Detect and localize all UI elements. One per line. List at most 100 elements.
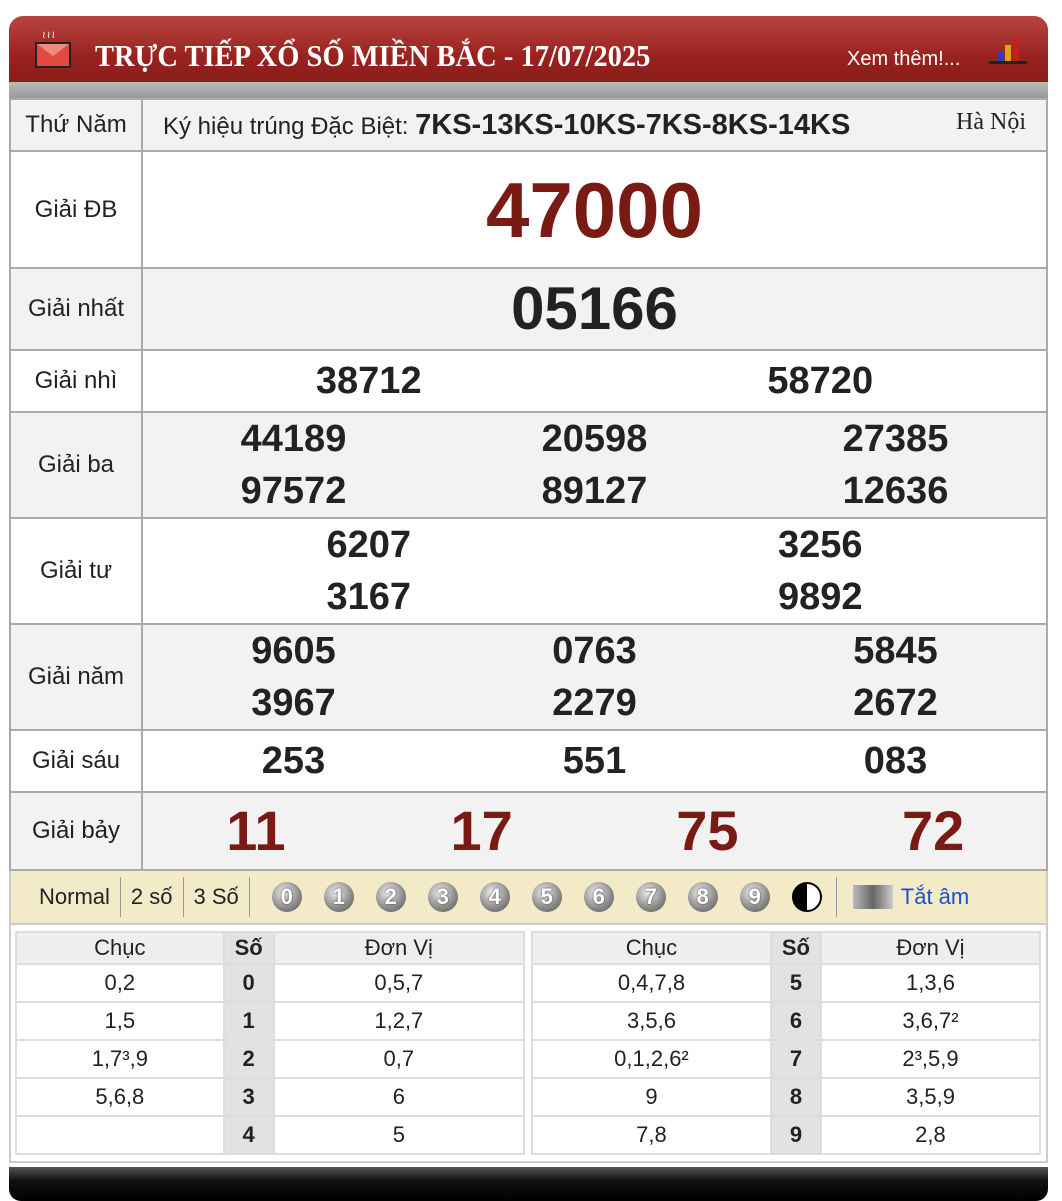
loto-cell: 2 xyxy=(222,1039,275,1079)
loto-row: 5,6,8 3 6 xyxy=(15,1077,526,1117)
prize-number: 97572 xyxy=(240,470,347,512)
mail-icon xyxy=(35,42,71,68)
results-table: Thứ Năm Ký hiệu trúng Đặc Biệt: 7KS-13KS… xyxy=(9,98,1048,871)
prize-row-sixth: Giải sáu 253 551 083 xyxy=(9,729,1048,793)
digit-ball-1[interactable]: 1 xyxy=(323,882,354,912)
loto-row: 3,5,6 6 3,6,7² xyxy=(531,1001,1042,1041)
loto-cell: 5 xyxy=(769,963,822,1003)
prize-number: 3167 xyxy=(326,576,412,618)
prize-label: Giải tư xyxy=(9,517,143,625)
loto-cell: 1,7³,9 xyxy=(15,1039,225,1079)
prize-number: 9892 xyxy=(777,576,863,618)
weekday: Thứ Năm xyxy=(9,98,143,152)
loto-cell: 2³,5,9 xyxy=(819,1039,1042,1079)
prize-number: 27385 xyxy=(842,418,949,460)
steam-icon: ≀≀≀ xyxy=(42,30,57,41)
digit-ball-6[interactable]: 6 xyxy=(583,882,614,912)
loto-cell: 8 xyxy=(769,1077,822,1117)
yin-yang-icon[interactable] xyxy=(791,882,822,912)
loto-cell: 9 xyxy=(769,1115,822,1155)
prize-label: Giải sáu xyxy=(9,729,143,793)
prize-number: 3967 xyxy=(251,682,336,724)
prize-number: 58720 xyxy=(767,360,874,402)
bar-chart-icon[interactable] xyxy=(989,37,1027,64)
loto-cell: 5,6,8 xyxy=(15,1077,225,1117)
see-more-link[interactable]: Xem thêm!... xyxy=(847,48,961,70)
loto-row: 7,8 9 2,8 xyxy=(531,1115,1042,1155)
loto-cell: 7,8 xyxy=(531,1115,772,1155)
symbol-value: 7KS-13KS-10KS-7KS-8KS-14KS xyxy=(415,108,851,141)
loto-cell: 6 xyxy=(272,1077,526,1117)
prize-number: 11 xyxy=(226,799,286,862)
prize-label: Giải bảy xyxy=(9,791,143,871)
loto-cell: 0,2 xyxy=(15,963,225,1003)
loto-cell: 2,8 xyxy=(819,1115,1042,1155)
prize-number: 5845 xyxy=(853,630,938,672)
mode-0[interactable]: Normal xyxy=(29,877,121,917)
loto-row: 9 8 3,5,9 xyxy=(531,1077,1042,1117)
speaker-icon[interactable] xyxy=(852,885,893,909)
prize-number: 47000 xyxy=(486,165,703,254)
loto-cell: 0,1,2,6² xyxy=(531,1039,772,1079)
prize-number: 72 xyxy=(901,799,965,862)
loto-cell xyxy=(15,1115,225,1155)
header-divider xyxy=(9,82,1048,98)
prize-label: Giải ĐB xyxy=(9,150,143,269)
loto-cell: 0,7 xyxy=(272,1039,526,1079)
prize-number: 0763 xyxy=(552,630,637,672)
footer-bar xyxy=(9,1167,1048,1201)
prize-label: Giải năm xyxy=(9,623,143,731)
prize-number: 12636 xyxy=(842,470,949,512)
loto-cell: 3,5,6 xyxy=(531,1001,772,1041)
mode-2[interactable]: 3 Số xyxy=(184,877,250,917)
digit-ball-5[interactable]: 5 xyxy=(531,882,562,912)
digit-ball-8[interactable]: 8 xyxy=(687,882,718,912)
prize-label: Giải nhất xyxy=(9,267,143,351)
prize-number: 253 xyxy=(261,740,326,782)
prize-row-first: Giải nhất 05166 xyxy=(9,267,1048,351)
toolbar: Normal 2 số 3 Số 0 1 2 3 4 5 6 7 8 9 Tắt âm xyxy=(9,871,1048,925)
digit-ball-4[interactable]: 4 xyxy=(479,882,510,912)
loto-cell: 3,5,9 xyxy=(819,1077,1042,1117)
prize-row-fifth: Giải năm 9605 0763 5845 3967 2279 2672 xyxy=(9,623,1048,731)
loto-row: 1,7³,9 2 0,7 xyxy=(15,1039,526,1079)
info-row: Thứ Năm Ký hiệu trúng Đặc Biệt: 7KS-13KS… xyxy=(9,98,1048,152)
loto-header: Đơn Vị xyxy=(819,931,1042,965)
loto-cell: 0,4,7,8 xyxy=(531,963,772,1003)
prize-number: 9605 xyxy=(251,630,336,672)
prize-row-second: Giải nhì 38712 58720 xyxy=(9,349,1048,413)
prize-number: 38712 xyxy=(315,360,422,402)
loto-cell: 3 xyxy=(222,1077,275,1117)
prize-number: 551 xyxy=(562,740,627,782)
prize-number: 2672 xyxy=(853,682,938,724)
prize-number: 3256 xyxy=(777,524,863,566)
loto-row: 1,5 1 1,2,7 xyxy=(15,1001,526,1041)
loto-cell: 1,3,6 xyxy=(819,963,1042,1003)
digit-ball-0[interactable]: 0 xyxy=(271,882,302,912)
loto-cell: 7 xyxy=(769,1039,822,1079)
digit-ball-3[interactable]: 3 xyxy=(427,882,458,912)
loto-header: Chục xyxy=(15,931,225,965)
digit-ball-9[interactable]: 9 xyxy=(739,882,770,912)
prize-label: Giải nhì xyxy=(9,349,143,413)
prize-number: 44189 xyxy=(240,418,347,460)
prize-number: 05166 xyxy=(511,275,678,342)
prize-number: 083 xyxy=(863,740,928,782)
prize-number: 20598 xyxy=(541,418,648,460)
region: Hà Nội xyxy=(956,108,1026,135)
loto-cell: 6 xyxy=(769,1001,822,1041)
loto-row: 0,1,2,6² 7 2³,5,9 xyxy=(531,1039,1042,1079)
loto-cell: 4 xyxy=(222,1115,275,1155)
mode-1[interactable]: 2 số xyxy=(121,877,184,917)
digit-ball-7[interactable]: 7 xyxy=(635,882,666,912)
mute-link[interactable]: Tắt âm xyxy=(900,884,970,909)
loto-row: 0,4,7,8 5 1,3,6 xyxy=(531,963,1042,1003)
digit-ball-2[interactable]: 2 xyxy=(375,882,406,912)
loto-row: 0,2 0 0,5,7 xyxy=(15,963,526,1003)
loto-table-right: Chục Số Đơn Vị 0,4,7,8 5 1,3,6 3,5,6 6 3,6,7² 0,1… xyxy=(531,931,1042,1155)
prize-row-third: Giải ba 44189 20598 27385 97572 89127 12636 xyxy=(9,411,1048,519)
symbol-label: Ký hiệu trúng Đặc Biệt: xyxy=(163,112,409,140)
loto-cell: 3,6,7² xyxy=(819,1001,1042,1041)
loto-tables: Chục Số Đơn Vị 0,2 0 0,5,7 1,5 1 1,2,7 1,7³,9 2 0,7… xyxy=(9,925,1048,1163)
prize-row-special: Giải ĐB 47000 xyxy=(9,150,1048,269)
